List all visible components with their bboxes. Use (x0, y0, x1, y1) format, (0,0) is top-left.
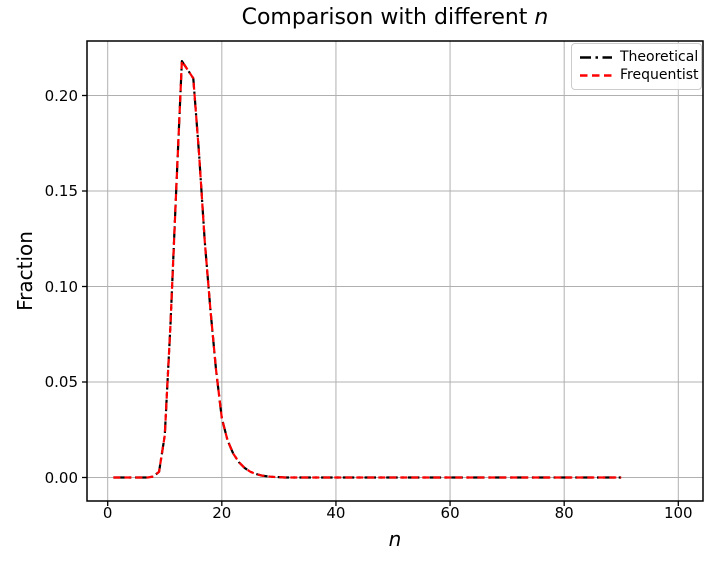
dashed-line-sample-icon (580, 74, 612, 77)
y-tick-label: 0.00 (44, 468, 78, 487)
legend-label: Frequentist (620, 67, 699, 84)
x-tick-label: 60 (440, 504, 460, 522)
y-tick-label: 0.20 (44, 86, 78, 105)
x-tick-label: 100 (663, 504, 693, 522)
dashdot-line-sample-icon (580, 56, 612, 59)
x-tick-label: 20 (212, 504, 232, 522)
curve-theoretical (113, 60, 622, 479)
x-tick-label: 0 (102, 504, 113, 522)
x-tick-label: 80 (554, 504, 574, 522)
chart-title: Comparison with different n (87, 4, 703, 32)
curve-frequentist (113, 60, 622, 479)
chart-title-variable: n (534, 5, 549, 30)
legend-item-theoretical: Theoretical (580, 49, 698, 66)
x-axis-label: n (388, 527, 402, 551)
y-tick-label: 0.15 (44, 182, 78, 200)
y-tick-label: 0.10 (44, 277, 78, 296)
y-tick-label: 0.05 (44, 373, 78, 391)
x-tick-label: 40 (326, 504, 346, 522)
legend: Theoretical Frequentist (571, 43, 702, 90)
plot-border (86, 40, 704, 502)
chart-title-text: Comparison with different (241, 5, 535, 30)
legend-label: Theoretical (620, 48, 699, 65)
legend-item-frequentist: Frequentist (580, 67, 699, 84)
